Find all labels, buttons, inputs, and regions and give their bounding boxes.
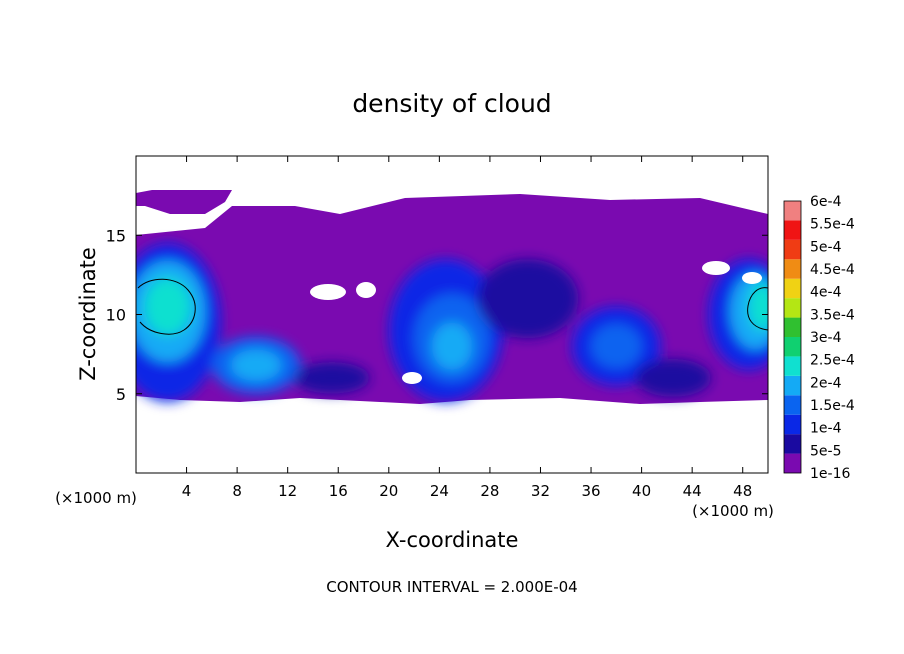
x-unit-left: (×1000 m) xyxy=(55,489,137,507)
colorbar-label: 3e-4 xyxy=(810,330,842,346)
colorbar-label: 1.5e-4 xyxy=(810,398,855,414)
colorbar-swatch xyxy=(784,356,801,376)
colorbar-swatch xyxy=(784,259,801,279)
colorbar-swatch xyxy=(784,201,801,221)
clear-gap xyxy=(356,282,376,298)
y-axis-label: Z-coordinate xyxy=(76,247,100,381)
clear-gap xyxy=(742,272,762,284)
colorbar-swatch xyxy=(784,453,801,473)
chart-title: density of cloud xyxy=(352,89,551,118)
y-tick-label: 5 xyxy=(116,385,126,404)
x-tick-label: 40 xyxy=(632,482,651,500)
colorbar-swatch xyxy=(784,395,801,415)
colorbar-label: 6e-4 xyxy=(810,194,842,210)
colorbar-swatch xyxy=(784,375,801,396)
density-blob xyxy=(477,259,579,339)
x-unit-right: (×1000 m) xyxy=(692,502,774,520)
plot-area xyxy=(136,156,768,473)
colorbar-label: 5e-5 xyxy=(810,443,841,459)
x-axis: 4 8 12 16 20 24 28 32 36 40 44 48 xyxy=(182,156,752,500)
colorbar-label: 4.5e-4 xyxy=(810,262,855,278)
x-tick-label: 32 xyxy=(531,482,550,500)
x-tick-label: 48 xyxy=(733,482,752,500)
colorbar-label: 1e-4 xyxy=(810,421,842,437)
colorbar-swatch xyxy=(784,278,801,299)
y-tick-label: 15 xyxy=(106,226,126,245)
colorbar-swatch xyxy=(784,414,801,435)
clear-gap xyxy=(402,372,422,384)
colorbar-label: 2.5e-4 xyxy=(810,353,855,369)
clear-gap xyxy=(702,261,730,275)
cloud-density-blobs xyxy=(136,243,768,402)
x-tick-label: 8 xyxy=(232,482,242,500)
contour-interval-footer: CONTOUR INTERVAL = 2.000E-04 xyxy=(326,578,577,596)
density-blob xyxy=(591,324,642,369)
cloud-top-fragment xyxy=(136,190,232,214)
contour-line-right xyxy=(747,287,768,331)
colorbar-label: 1e-16 xyxy=(810,466,850,482)
colorbar-swatch xyxy=(784,434,801,454)
colorbar-label: 5e-4 xyxy=(810,239,842,255)
density-blob xyxy=(294,362,370,394)
density-blob xyxy=(230,349,282,382)
x-tick-label: 24 xyxy=(430,482,449,500)
x-tick-label: 44 xyxy=(683,482,702,500)
density-blob xyxy=(749,282,768,331)
x-tick-label: 12 xyxy=(278,482,297,500)
colorbar: 1e-16 5e-5 1e-4 1.5e-4 2e-4 2.5e-4 3e-4 3.5e-4 4… xyxy=(783,194,855,482)
colorbar-swatch xyxy=(784,317,801,337)
clear-sky-holes xyxy=(310,261,762,384)
colorbar-label: 4e-4 xyxy=(810,285,842,301)
colorbar-swatch xyxy=(784,239,801,260)
x-axis-label: X-coordinate xyxy=(386,528,519,552)
y-axis: 5 10 15 xyxy=(106,226,768,404)
x-tick-label: 36 xyxy=(581,482,600,500)
x-tick-label: 4 xyxy=(182,482,192,500)
clear-gap xyxy=(310,284,346,300)
colorbar-label: 3.5e-4 xyxy=(810,307,855,323)
density-blob xyxy=(144,278,191,336)
colorbar-frame xyxy=(783,200,802,474)
colorbar-swatch xyxy=(784,298,801,318)
x-tick-label: 20 xyxy=(379,482,398,500)
x-tick-label: 28 xyxy=(480,482,499,500)
colorbar-label: 2e-4 xyxy=(810,375,842,391)
colorbar-swatch xyxy=(784,220,801,240)
x-tick-label: 16 xyxy=(329,482,348,500)
y-tick-label: 10 xyxy=(106,306,126,325)
colorbar-label: 5.5e-4 xyxy=(810,217,855,233)
density-blob xyxy=(635,358,712,397)
colorbar-swatch xyxy=(784,337,801,357)
density-blob xyxy=(431,322,473,370)
contour-line-left xyxy=(137,278,196,335)
